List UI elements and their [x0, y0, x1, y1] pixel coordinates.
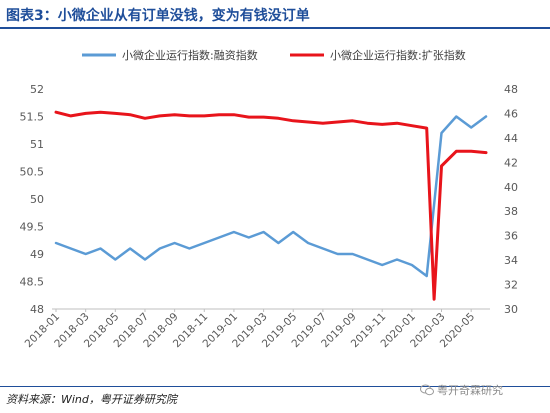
right-axis-tick-label: 44 — [504, 132, 518, 145]
right-axis-tick-label: 42 — [504, 156, 518, 169]
right-axis-tick-label: 40 — [504, 181, 518, 194]
right-axis-tick-label: 46 — [504, 107, 518, 120]
expansion-index-line — [54, 110, 488, 301]
legend-label: 小微企业运行指数:扩张指数 — [330, 48, 466, 62]
left-axis-tick-label: 48 — [30, 303, 44, 316]
left-axis-tick-label: 50 — [30, 193, 44, 206]
wechat-icon — [420, 384, 434, 396]
left-axis-tick-label: 51.5 — [20, 111, 45, 124]
header: 图表3：小微企业从有订单没钱，变为有钱没订单 — [0, 0, 550, 30]
right-axis-tick-label: 48 — [504, 83, 518, 96]
left-axis-tick-label: 49.5 — [20, 221, 45, 234]
right-axis-tick-label: 36 — [504, 230, 518, 243]
title-divider — [0, 27, 550, 29]
footer-divider — [0, 386, 550, 387]
legend-label: 小微企业运行指数:融资指数 — [122, 48, 258, 62]
right-axis-tick-label: 34 — [504, 254, 518, 267]
chart-title: 图表3：小微企业从有订单没钱，变为有钱没订单 — [6, 8, 310, 24]
right-axis-tick-label: 32 — [504, 279, 518, 292]
right-axis-tick-label: 38 — [504, 205, 518, 218]
left-axis-tick-label: 52 — [30, 83, 44, 96]
left-axis-tick-label: 49 — [30, 248, 44, 261]
financing-index-line — [54, 115, 488, 278]
watermark: 粤开奇霖研究 — [420, 382, 503, 398]
watermark-text: 粤开奇霖研究 — [437, 384, 503, 397]
left-axis-tick-label: 50.5 — [20, 166, 45, 179]
right-axis-tick-label: 30 — [504, 303, 518, 316]
left-axis-tick-label: 51 — [30, 138, 44, 151]
source-note: 资料来源：Wind，粤开证券研究院 — [6, 393, 177, 406]
left-axis-tick-label: 48.5 — [20, 276, 45, 289]
